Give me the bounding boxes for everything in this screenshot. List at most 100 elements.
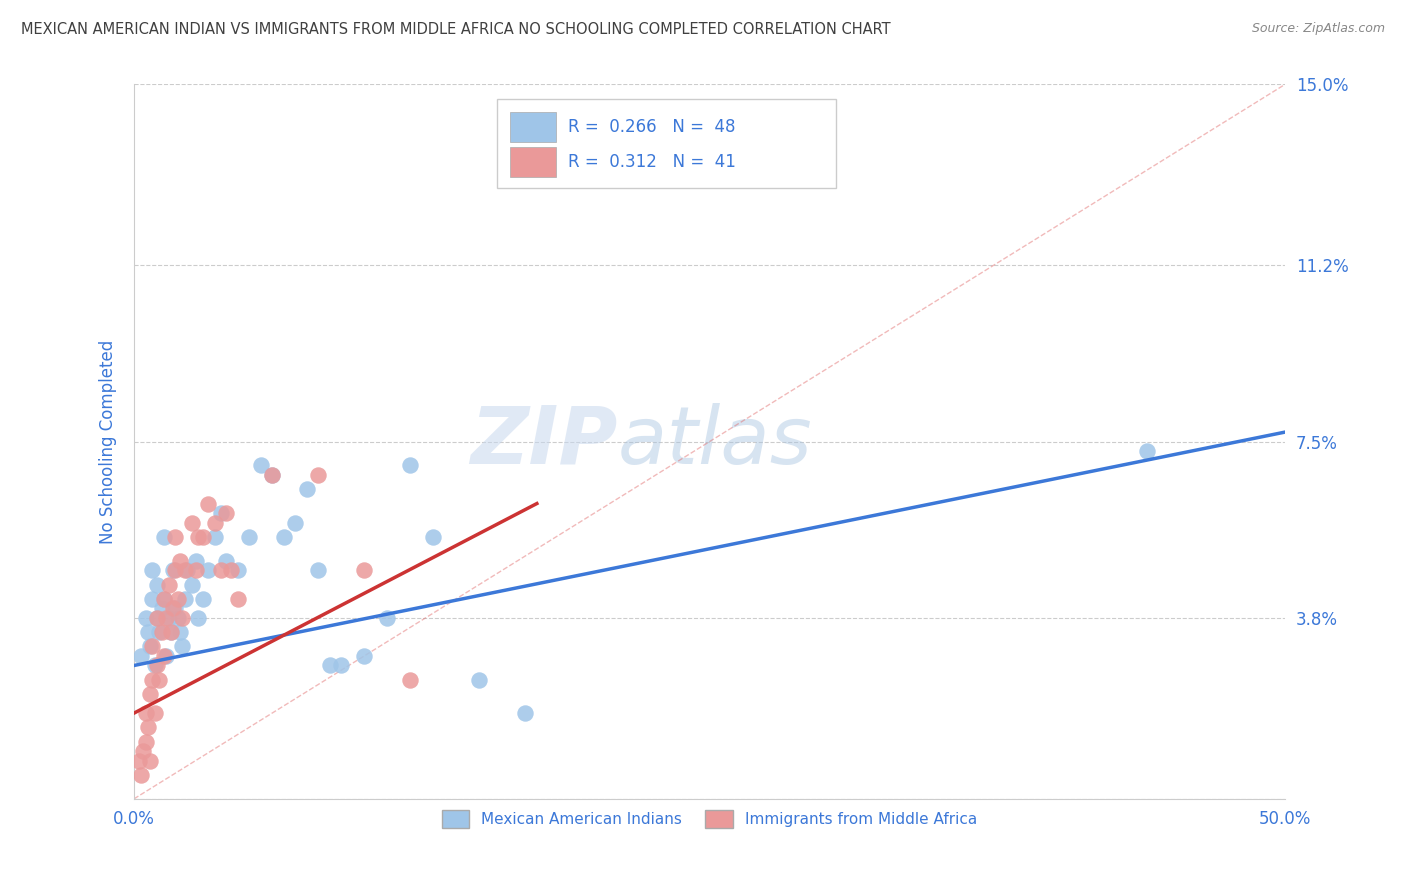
Point xyxy=(153,591,176,606)
Point xyxy=(146,611,169,625)
Point xyxy=(468,673,491,687)
Point xyxy=(226,591,249,606)
Point xyxy=(165,601,187,615)
Point xyxy=(148,625,170,640)
Point xyxy=(353,648,375,663)
Point xyxy=(155,611,177,625)
Y-axis label: No Schooling Completed: No Schooling Completed xyxy=(100,340,117,544)
FancyBboxPatch shape xyxy=(510,112,557,142)
Text: Source: ZipAtlas.com: Source: ZipAtlas.com xyxy=(1251,22,1385,36)
Point xyxy=(155,648,177,663)
Point xyxy=(307,563,329,577)
Point xyxy=(187,611,209,625)
Point xyxy=(219,563,242,577)
Point xyxy=(295,482,318,496)
Point xyxy=(141,673,163,687)
Point xyxy=(128,754,150,768)
Point xyxy=(135,611,157,625)
Point xyxy=(399,458,422,473)
Point xyxy=(273,530,295,544)
Point xyxy=(262,467,284,482)
Point xyxy=(262,467,284,482)
FancyBboxPatch shape xyxy=(510,147,557,178)
Point xyxy=(186,563,208,577)
Point xyxy=(191,530,214,544)
Point xyxy=(226,563,249,577)
Text: atlas: atlas xyxy=(617,402,813,481)
Point xyxy=(215,506,238,520)
Point xyxy=(169,554,191,568)
Text: MEXICAN AMERICAN INDIAN VS IMMIGRANTS FROM MIDDLE AFRICA NO SCHOOLING COMPLETED : MEXICAN AMERICAN INDIAN VS IMMIGRANTS FR… xyxy=(21,22,891,37)
Point xyxy=(141,640,163,654)
Point xyxy=(172,640,194,654)
Point xyxy=(169,625,191,640)
Point xyxy=(139,687,162,701)
Point xyxy=(166,591,188,606)
Point xyxy=(180,577,202,591)
Point xyxy=(249,458,271,473)
Text: R =  0.312   N =  41: R = 0.312 N = 41 xyxy=(568,153,735,171)
Point xyxy=(204,516,226,530)
Point xyxy=(162,563,184,577)
Point xyxy=(157,577,180,591)
Point xyxy=(307,467,329,482)
Point xyxy=(146,577,169,591)
Point xyxy=(191,591,214,606)
Point xyxy=(157,611,180,625)
Point xyxy=(146,611,169,625)
Point xyxy=(211,563,233,577)
Point xyxy=(143,706,166,720)
Point xyxy=(141,563,163,577)
Legend: Mexican American Indians, Immigrants from Middle Africa: Mexican American Indians, Immigrants fro… xyxy=(436,805,983,834)
Point xyxy=(132,744,155,758)
Point xyxy=(150,601,173,615)
Point xyxy=(139,640,162,654)
Point xyxy=(153,530,176,544)
Point xyxy=(172,611,194,625)
Point xyxy=(215,554,238,568)
Point xyxy=(139,754,162,768)
Point xyxy=(136,720,159,734)
Point xyxy=(135,734,157,748)
Text: ZIP: ZIP xyxy=(470,402,617,481)
Point xyxy=(318,658,340,673)
Text: R =  0.266   N =  48: R = 0.266 N = 48 xyxy=(568,118,735,136)
Point xyxy=(143,658,166,673)
Point xyxy=(176,563,198,577)
Point xyxy=(197,497,219,511)
Point xyxy=(129,768,152,782)
Point xyxy=(353,563,375,577)
Point xyxy=(148,673,170,687)
Point xyxy=(153,591,176,606)
Point xyxy=(238,530,260,544)
Point xyxy=(399,673,422,687)
Point xyxy=(135,706,157,720)
Point xyxy=(173,591,195,606)
Point xyxy=(150,625,173,640)
Point xyxy=(160,625,183,640)
Point xyxy=(1136,444,1159,458)
Point xyxy=(146,658,169,673)
Point xyxy=(129,648,152,663)
Point xyxy=(330,658,353,673)
Point xyxy=(211,506,233,520)
Point xyxy=(153,648,176,663)
Point xyxy=(160,625,183,640)
Point xyxy=(284,516,307,530)
Point xyxy=(173,563,195,577)
Point xyxy=(375,611,398,625)
Point xyxy=(180,516,202,530)
Point xyxy=(165,530,187,544)
Point xyxy=(162,601,184,615)
Point xyxy=(136,625,159,640)
Point xyxy=(515,706,537,720)
Point xyxy=(204,530,226,544)
Point xyxy=(165,563,187,577)
Point xyxy=(141,591,163,606)
Point xyxy=(186,554,208,568)
Point xyxy=(197,563,219,577)
Point xyxy=(187,530,209,544)
Point xyxy=(422,530,444,544)
Point xyxy=(166,611,188,625)
FancyBboxPatch shape xyxy=(496,99,837,188)
